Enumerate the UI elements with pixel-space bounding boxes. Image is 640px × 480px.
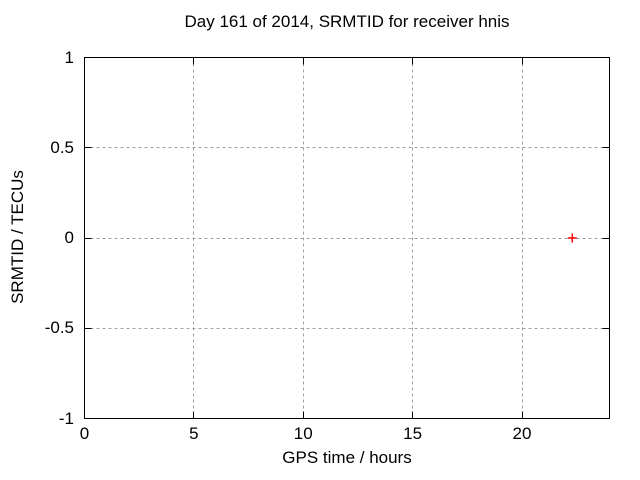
y-tick-label: -0.5 [44, 318, 74, 338]
x-tick-label: 20 [512, 424, 532, 443]
y-tick-label: 1 [64, 47, 74, 67]
x-tick-label: 10 [293, 424, 313, 443]
x-tick-label: 5 [189, 424, 199, 443]
y-tick-label: 0 [64, 228, 74, 247]
data-point-marker [567, 233, 577, 243]
x-axis-label: GPS time / hours [282, 448, 412, 467]
chart-title: Day 161 of 2014, SRMTID for receiver hni… [184, 12, 510, 31]
x-tick-label: 15 [403, 424, 423, 443]
x-tick-label: 0 [79, 424, 90, 443]
y-tick-label: 0.5 [50, 137, 74, 157]
y-tick-label: -1 [58, 408, 74, 428]
